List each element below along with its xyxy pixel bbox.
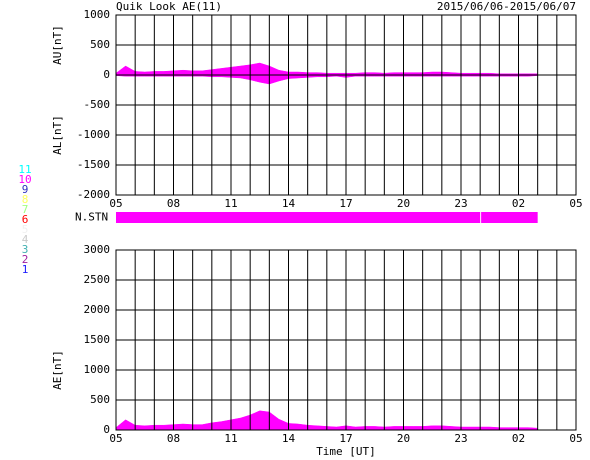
y-tick-label: 2500 <box>84 273 111 286</box>
legend-label: 8 <box>22 193 29 206</box>
x-axis-label: Time [UT] <box>316 445 376 458</box>
legend-label: 4 <box>22 233 29 246</box>
y-tick-label: 2000 <box>84 303 111 316</box>
x-tick-label: 05 <box>569 197 582 210</box>
date-range: 2015/06/06-2015/06/07 <box>437 0 576 13</box>
legend-label: 1 <box>22 263 29 276</box>
x-tick-label: 02 <box>512 197 525 210</box>
legend-label: 2 <box>22 253 29 266</box>
legend-label: 11 <box>18 163 31 176</box>
x-tick-label: 17 <box>339 432 352 445</box>
x-tick-label: 08 <box>167 197 180 210</box>
legend-label: 7 <box>22 203 29 216</box>
station-bar <box>116 212 481 223</box>
y-axis-label: AE[nT] <box>51 350 64 390</box>
y-tick-label: 0 <box>103 423 110 436</box>
timebar-label: N.STN <box>75 211 108 224</box>
legend-label: 9 <box>22 183 29 196</box>
x-tick-label: 05 <box>109 197 122 210</box>
x-tick-label: 20 <box>397 432 410 445</box>
x-tick-label: 14 <box>282 432 296 445</box>
legend-label: 5 <box>22 223 29 236</box>
y-tick-label: 3000 <box>84 243 111 256</box>
x-tick-label: 14 <box>282 197 296 210</box>
y-tick-label: -2000 <box>77 188 110 201</box>
y-tick-label: 0 <box>103 68 110 81</box>
x-tick-label: 17 <box>339 197 352 210</box>
station-bar <box>481 212 538 223</box>
plot-frame <box>115 14 577 196</box>
y-tick-label: 1500 <box>84 333 111 346</box>
y-tick-label: 500 <box>90 393 110 406</box>
area <box>115 74 538 85</box>
x-tick-label: 11 <box>224 197 237 210</box>
y-tick-label: 1000 <box>84 363 111 376</box>
x-tick-label: 23 <box>454 432 467 445</box>
legend-label: 6 <box>22 213 29 226</box>
y-tick-label: 500 <box>90 38 110 51</box>
y-tick-label: -500 <box>84 98 111 111</box>
x-tick-label: 02 <box>512 432 525 445</box>
plot-frame <box>115 249 577 431</box>
x-tick-label: 08 <box>167 432 180 445</box>
area <box>115 62 538 76</box>
y-tick-label: -1000 <box>77 128 110 141</box>
y-tick-label: 1000 <box>84 8 111 21</box>
x-tick-label: 23 <box>454 197 467 210</box>
y-tick-label: -1500 <box>77 158 110 171</box>
x-tick-label: 05 <box>569 432 582 445</box>
area <box>115 410 538 431</box>
y-axis-label: AU[nT] <box>51 25 64 65</box>
x-tick-label: 05 <box>109 432 122 445</box>
legend-label: 3 <box>22 243 29 256</box>
y-axis-label: AL[nT] <box>51 115 64 155</box>
legend-label: 10 <box>18 173 31 186</box>
x-tick-label: 20 <box>397 197 410 210</box>
x-tick-label: 11 <box>224 432 237 445</box>
chart-title: Quik Look AE(11) <box>116 0 222 13</box>
